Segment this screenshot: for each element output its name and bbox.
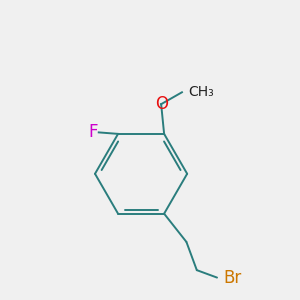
Text: F: F xyxy=(88,123,98,141)
Text: CH₃: CH₃ xyxy=(188,85,214,99)
Text: O: O xyxy=(154,95,168,113)
Text: Br: Br xyxy=(223,268,241,286)
